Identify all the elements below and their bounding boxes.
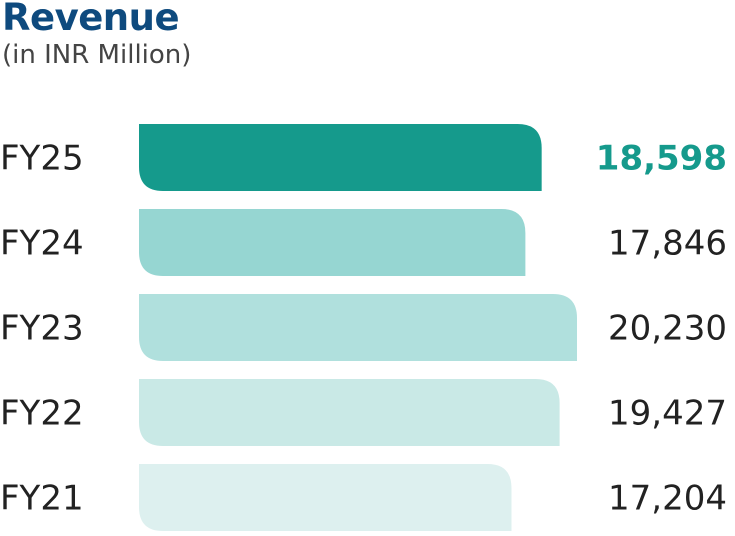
bar-fy25 [139, 124, 542, 191]
value-label-fy23: 20,230 [608, 309, 727, 349]
value-label-fy24: 17,846 [608, 224, 727, 264]
chart-title: Revenue [2, 0, 180, 39]
category-label-fy23: FY23 [0, 309, 84, 349]
chart-subtitle: (in INR Million) [2, 40, 192, 70]
bar-fy23 [139, 294, 577, 361]
category-label-fy25: FY25 [0, 139, 84, 179]
category-label-fy21: FY21 [0, 479, 84, 519]
category-label-fy24: FY24 [0, 224, 84, 264]
category-label-fy22: FY22 [0, 394, 84, 434]
bar-fy22 [139, 379, 560, 446]
value-label-fy21: 17,204 [608, 479, 727, 519]
bar-fy24 [139, 209, 526, 276]
value-label-fy25: 18,598 [596, 139, 727, 179]
value-label-fy22: 19,427 [608, 394, 727, 434]
bar-fy21 [139, 464, 512, 531]
